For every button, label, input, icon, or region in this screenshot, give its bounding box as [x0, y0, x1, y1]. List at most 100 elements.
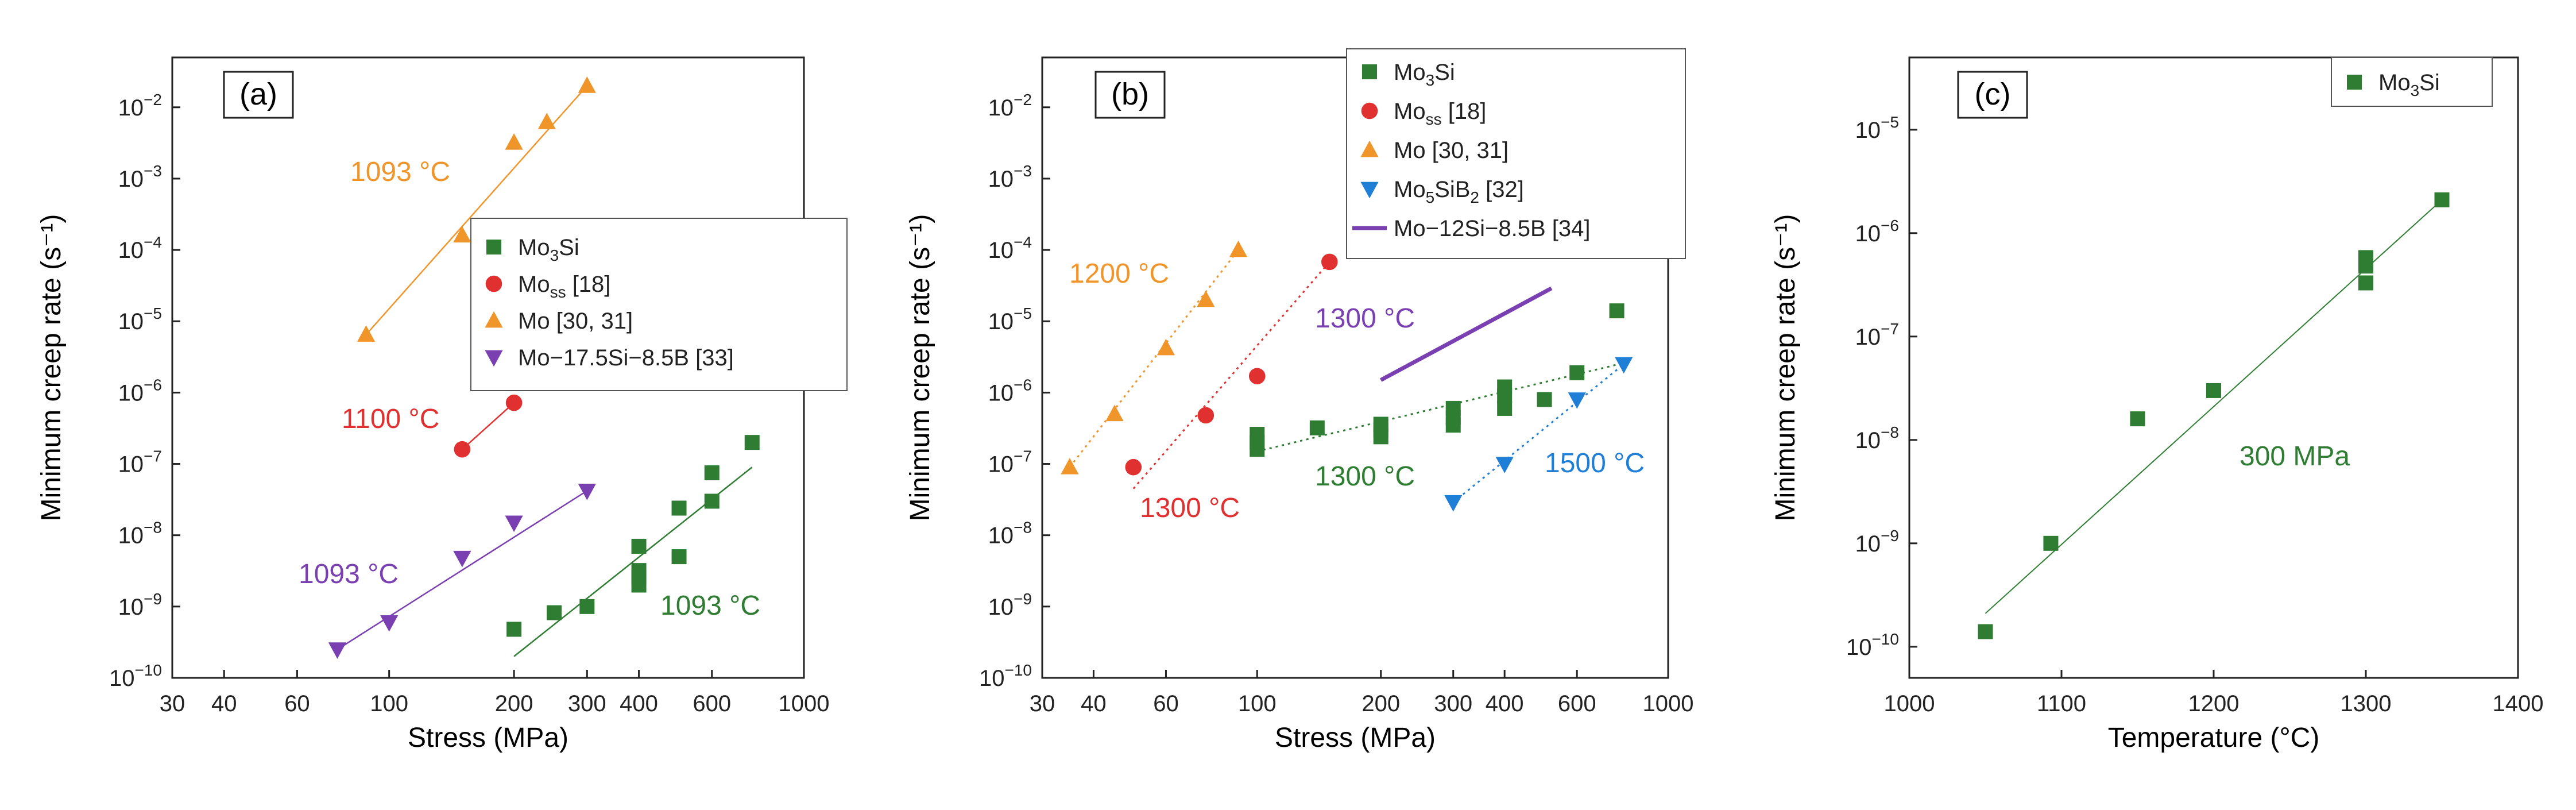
y-tick-label: 10−5	[1855, 113, 1899, 143]
panel-b-data-points	[1061, 240, 1633, 512]
data-point	[1250, 427, 1265, 442]
x-tick-label: 100	[1238, 691, 1277, 716]
data-point	[1229, 240, 1248, 257]
data-point	[1197, 290, 1215, 307]
panel-b-annotation-mo: 1200 °C	[1069, 259, 1169, 289]
x-tick-label: 1000	[1884, 691, 1935, 716]
panel-a-axes: 30 40 60 100 200 300 400 600 1000 10−10 10−9 10−8 10…	[109, 91, 829, 716]
data-point	[1609, 303, 1624, 319]
panel-a-y-axis-label: Minimum creep rate (s⁻¹)	[36, 214, 67, 522]
data-point	[453, 226, 471, 243]
y-tick-label: 10−2	[118, 91, 162, 121]
data-point	[2358, 275, 2373, 291]
panel-a-chart: 30 40 60 100 200 300 400 600 1000 10−10 10−9 10−8 10…	[36, 56, 848, 753]
x-tick-label: 400	[620, 691, 658, 716]
legend-marker	[485, 275, 502, 292]
fit-line	[336, 490, 587, 650]
legend-marker	[486, 240, 501, 254]
data-point	[1615, 357, 1633, 374]
x-tick-label: 200	[1362, 691, 1400, 716]
data-point	[1537, 392, 1552, 407]
panel-a-x-axis-label: Stress (MPa)	[408, 723, 568, 753]
data-point	[380, 615, 399, 632]
x-tick-label: 40	[1081, 691, 1107, 716]
data-point	[744, 435, 760, 450]
fit-line	[1452, 363, 1624, 503]
y-tick-label: 10−7	[1855, 320, 1899, 350]
panel-c-legend: Mo3Si	[2347, 70, 2440, 99]
panel-b-label-box	[1094, 71, 1166, 119]
panel-a-annotation-mo: 1093 °C	[350, 157, 450, 187]
y-tick-label: 10−9	[988, 590, 1032, 620]
x-tick-label: 1100	[2037, 691, 2086, 716]
data-point	[505, 515, 523, 533]
data-point	[537, 113, 556, 129]
data-point	[1197, 407, 1214, 424]
legend-marker	[1362, 64, 1377, 79]
data-point	[505, 394, 523, 411]
panel-a-legend-box	[470, 218, 848, 391]
x-tick-label: 1000	[779, 691, 830, 716]
panel-a-label-box	[223, 71, 294, 119]
y-tick-label: 10−9	[118, 590, 162, 620]
data-point	[2130, 411, 2145, 427]
legend-label: Mo−12Si−8.5B [34]	[1394, 216, 1590, 241]
data-point	[1248, 368, 1266, 385]
x-tick-label: 30	[1030, 691, 1055, 716]
y-tick-label: 10−8	[988, 519, 1032, 549]
panel-b-annotation-mo-12si: 1300 °C	[1315, 303, 1415, 334]
legend-marker	[1360, 140, 1379, 157]
data-point	[453, 550, 471, 568]
panel-c-panel-label: (c)	[1975, 77, 2011, 111]
legend-marker	[1360, 182, 1379, 199]
data-point	[2206, 383, 2221, 398]
fit-line	[1985, 199, 2443, 614]
legend-marker	[485, 311, 503, 328]
y-tick-label: 10−4	[988, 233, 1032, 263]
fit-line	[1256, 362, 1624, 453]
y-tick-label: 10−6	[1855, 217, 1899, 246]
legend-marker	[2347, 75, 2362, 90]
legend-marker	[1361, 102, 1378, 119]
y-tick-label: 10−5	[988, 304, 1032, 334]
x-tick-label: 600	[693, 691, 731, 716]
data-point	[357, 325, 376, 342]
fit-line	[1380, 286, 1553, 382]
panel-b-fit-lines	[1069, 249, 1624, 503]
y-tick-label: 10−7	[118, 448, 162, 477]
panel-b-legend-box	[1346, 48, 1686, 259]
y-tick-label: 10−2	[988, 91, 1032, 121]
panel-a-annotation-moss: 1100 °C	[342, 404, 439, 434]
y-tick-label: 10−5	[118, 304, 162, 334]
data-point	[328, 642, 347, 659]
data-point	[1321, 253, 1338, 271]
data-point	[578, 76, 596, 93]
panel-a-data-points	[328, 76, 760, 659]
data-point	[1568, 392, 1586, 409]
x-tick-label: 300	[568, 691, 606, 716]
x-tick-label: 30	[160, 691, 185, 716]
data-point	[2043, 535, 2059, 551]
panel-c-plot-frame	[1908, 56, 2519, 679]
panel-a-legend: Mo3Si Moss [18] Mo [30, 31] Mo−17.5Si−8.5B …	[485, 235, 734, 371]
x-tick-label: 400	[1486, 691, 1524, 716]
y-tick-label: 10−6	[118, 376, 162, 406]
legend-label: Moss [18]	[518, 272, 610, 301]
x-tick-label: 200	[495, 691, 533, 716]
panel-c-y-axis-label: Minimum creep rate (s⁻¹)	[1770, 214, 1801, 522]
panel-b-chart: 30 40 60 100 200 300 400 600 1000 10−10 10−9 10−8 10…	[905, 48, 1693, 753]
legend-label: Mo [30, 31]	[518, 308, 633, 334]
x-tick-label: 1400	[2493, 691, 2544, 716]
x-tick-label: 40	[211, 691, 237, 716]
y-tick-label: 10−10	[1846, 630, 1899, 660]
panel-b-y-axis-label: Minimum creep rate (s⁻¹)	[905, 214, 935, 522]
data-point	[1497, 400, 1513, 416]
data-point	[704, 465, 720, 481]
panel-c-label-box	[1957, 71, 2028, 119]
data-point	[1978, 624, 1993, 639]
legend-label: Mo3Si	[2378, 70, 2440, 99]
data-point	[1497, 379, 1513, 395]
data-point	[671, 549, 687, 565]
x-tick-label: 1200	[2188, 691, 2240, 716]
